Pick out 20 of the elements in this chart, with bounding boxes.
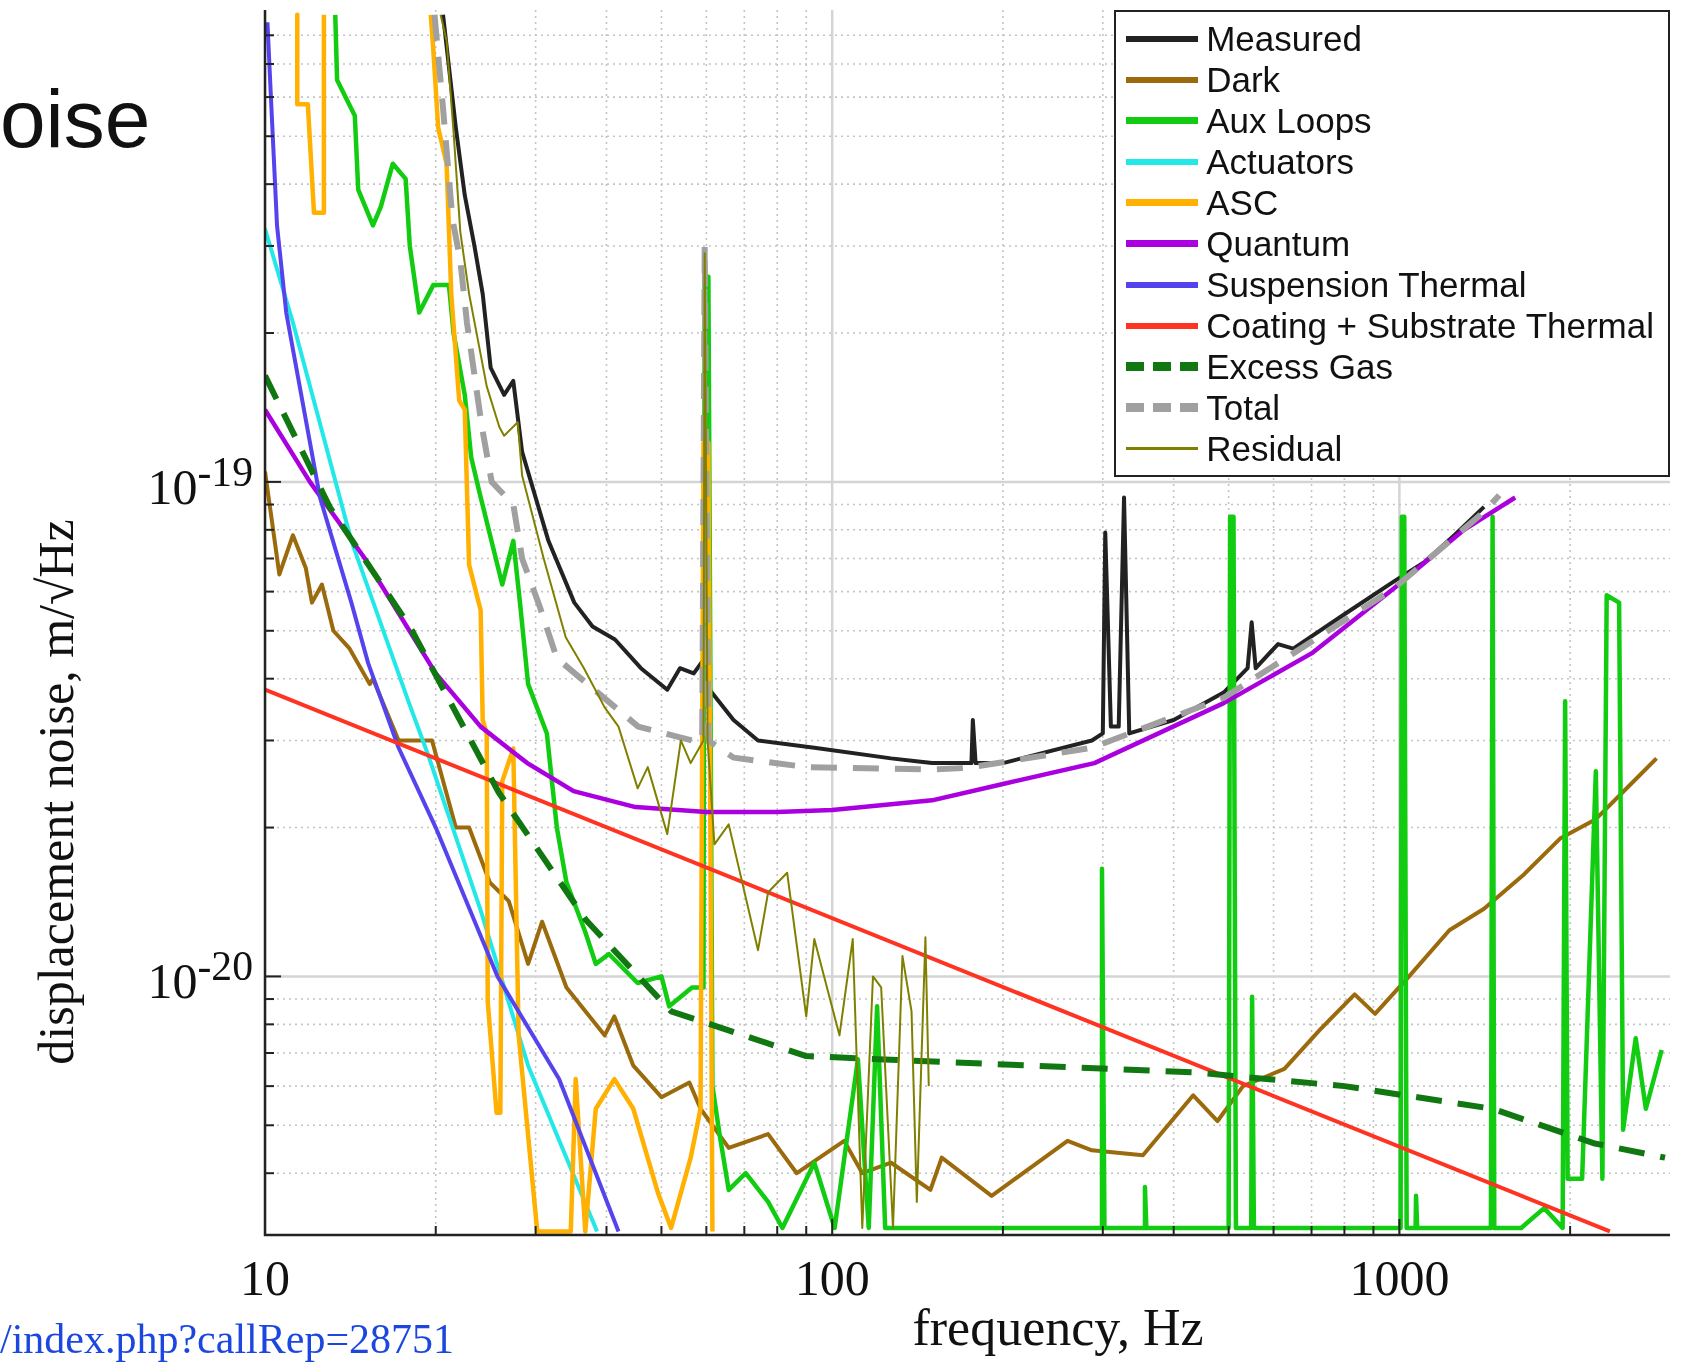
y-tick-label: 10$^{-20}$: [147, 943, 253, 1010]
legend-label: Suspension Thermal: [1206, 264, 1527, 305]
text: /index.php?callRep=28751: [0, 1316, 455, 1362]
legend-label: Aux Loops: [1206, 100, 1372, 141]
legend-label: Quantum: [1206, 223, 1351, 264]
legend-label: Dark: [1206, 59, 1281, 100]
text: oise: [0, 73, 151, 164]
x-tick-label: 1000: [1349, 1250, 1450, 1306]
legend-label: Coating + Substrate Thermal: [1206, 305, 1654, 346]
legend-label: Residual: [1206, 428, 1343, 469]
legend-label: ASC: [1206, 182, 1279, 223]
legend-label: Measured: [1206, 18, 1362, 59]
y-axis-title: displacement noise, m/√Hz: [28, 519, 84, 1065]
legend-label: Actuators: [1206, 141, 1355, 182]
y-tick-label: 10$^{-19}$: [147, 449, 253, 515]
x-tick-label: 100: [794, 1250, 870, 1306]
legend-label: Excess Gas: [1206, 346, 1393, 387]
x-axis-title: frequency, Hz: [912, 1299, 1204, 1356]
legend-label: Total: [1206, 387, 1281, 428]
x-tick-label: 10: [240, 1250, 290, 1306]
